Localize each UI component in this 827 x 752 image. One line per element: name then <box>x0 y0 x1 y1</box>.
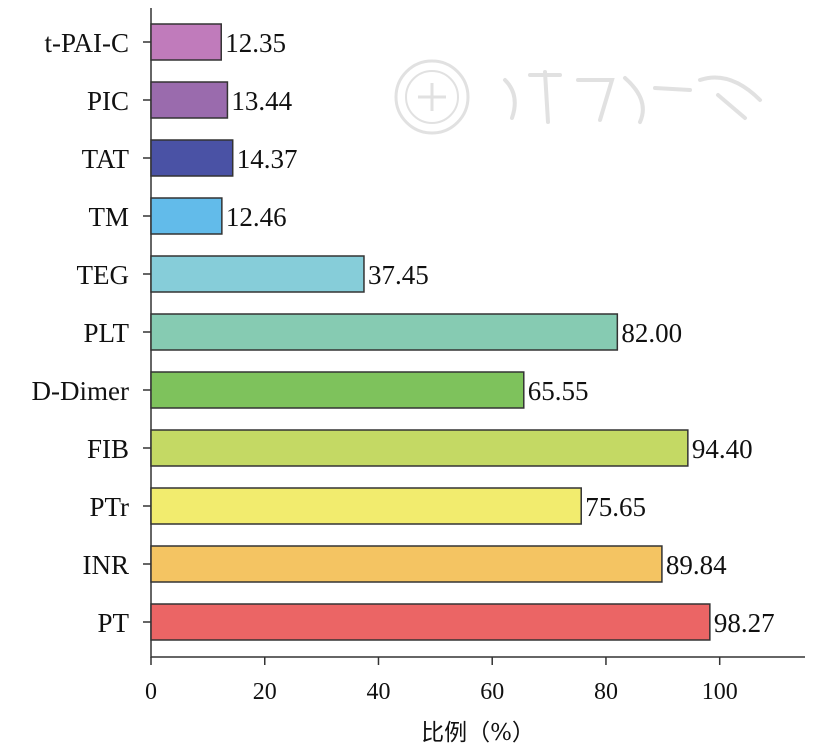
value-label: 89.84 <box>666 550 727 580</box>
bar-tm <box>150 197 223 235</box>
value-label: 98.27 <box>714 608 775 638</box>
bar-tat <box>150 139 234 177</box>
bar-plt <box>150 313 619 351</box>
value-label: 12.35 <box>225 28 286 58</box>
value-label: 14.37 <box>237 144 298 174</box>
watermark-logo <box>394 59 762 135</box>
value-label: 12.46 <box>226 202 287 232</box>
x-tick-label: 40 <box>366 679 390 705</box>
category-label: FIB <box>87 434 129 464</box>
x-axis-title: 比例（%） <box>421 720 535 746</box>
x-tick-label: 20 <box>253 679 277 705</box>
bar-t-pai-c <box>150 23 222 61</box>
x-tick-label: 0 <box>145 679 157 705</box>
value-label: 13.44 <box>231 86 292 116</box>
bars <box>150 23 711 641</box>
category-label: TEG <box>77 260 129 290</box>
category-label: PT <box>97 608 129 638</box>
value-label: 65.55 <box>528 376 589 406</box>
x-tick-label: 80 <box>594 679 618 705</box>
bar-fib <box>150 429 689 467</box>
bar-d-dimer <box>150 371 525 409</box>
x-tick-label: 100 <box>702 679 738 705</box>
bar-pic <box>150 81 229 119</box>
category-label: TM <box>89 202 130 232</box>
value-label: 94.40 <box>692 434 753 464</box>
category-label: D-Dimer <box>32 376 129 406</box>
category-label: t-PAI-C <box>44 28 129 58</box>
value-label: 75.65 <box>585 492 646 522</box>
category-label: PIC <box>87 86 129 116</box>
labels: t-PAI-C 12.35 PIC 13.44 TAT 14.37 TM 12.46 TEG 37… <box>32 28 775 638</box>
bar-pt <box>150 603 711 641</box>
category-label: PLT <box>83 318 129 348</box>
bar-teg <box>150 255 365 293</box>
bar-inr <box>150 545 663 583</box>
value-label: 37.45 <box>368 260 429 290</box>
category-label: TAT <box>82 144 130 174</box>
value-label: 82.00 <box>621 318 682 348</box>
category-label: INR <box>83 550 130 580</box>
category-label: PTr <box>89 492 129 522</box>
bar-ptr <box>150 487 582 525</box>
x-tick-label: 60 <box>480 679 504 705</box>
axes: 0 20 40 60 80 100 <box>143 8 805 705</box>
